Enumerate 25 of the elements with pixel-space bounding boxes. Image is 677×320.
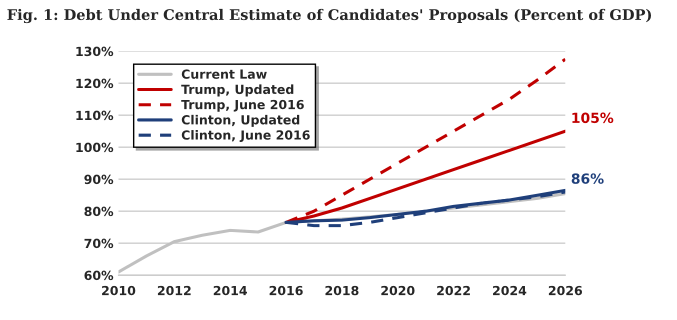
y-tick-label: 90%	[84, 174, 114, 184]
y-tick-label: 60%	[84, 270, 114, 280]
legend-label: Clinton, June 2016	[182, 130, 310, 142]
legend-label: Trump, Updated	[181, 84, 294, 96]
y-tick-label: 120%	[76, 78, 114, 88]
y-tick-label: 70%	[84, 238, 114, 248]
x-tick-label: 2018	[325, 286, 359, 296]
y-tick-label: 100%	[76, 142, 114, 152]
x-tick-label: 2022	[437, 286, 470, 296]
y-tick-label: 80%	[84, 206, 114, 216]
x-tick-label: 2012	[158, 286, 191, 296]
x-tick-label: 2014	[214, 286, 247, 296]
legend-label: Current Law	[182, 69, 267, 79]
x-tick-label: 2010	[102, 286, 136, 296]
x-tick-label: 2020	[381, 286, 415, 296]
y-tick-label: 130%	[76, 46, 114, 56]
x-tick-label: 2024	[493, 286, 526, 296]
y-tick-label: 110%	[76, 110, 114, 120]
legend-label: Trump, June 2016	[181, 100, 304, 112]
legend-label: Clinton, Updated	[182, 114, 300, 127]
x-tick-label: 2016	[270, 286, 303, 296]
chart-title: Fig. 1: Debt Under Central Estimate of Candidates' Proposals (Percent of GDP)	[7, 8, 652, 24]
x-tick-label: 2026	[548, 286, 582, 296]
annotation: 86%	[572, 173, 604, 184]
annotation: 105%	[572, 112, 614, 124]
